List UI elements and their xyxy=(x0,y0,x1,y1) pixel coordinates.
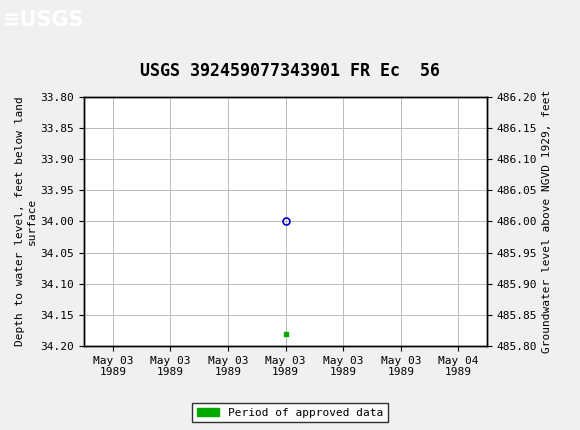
Y-axis label: Groundwater level above NGVD 1929, feet: Groundwater level above NGVD 1929, feet xyxy=(542,90,552,353)
Y-axis label: Depth to water level, feet below land
surface: Depth to water level, feet below land su… xyxy=(15,97,37,346)
Text: USGS 392459077343901 FR Ec  56: USGS 392459077343901 FR Ec 56 xyxy=(140,62,440,80)
Text: ≡USGS: ≡USGS xyxy=(3,10,85,31)
Legend: Period of approved data: Period of approved data xyxy=(193,403,387,422)
